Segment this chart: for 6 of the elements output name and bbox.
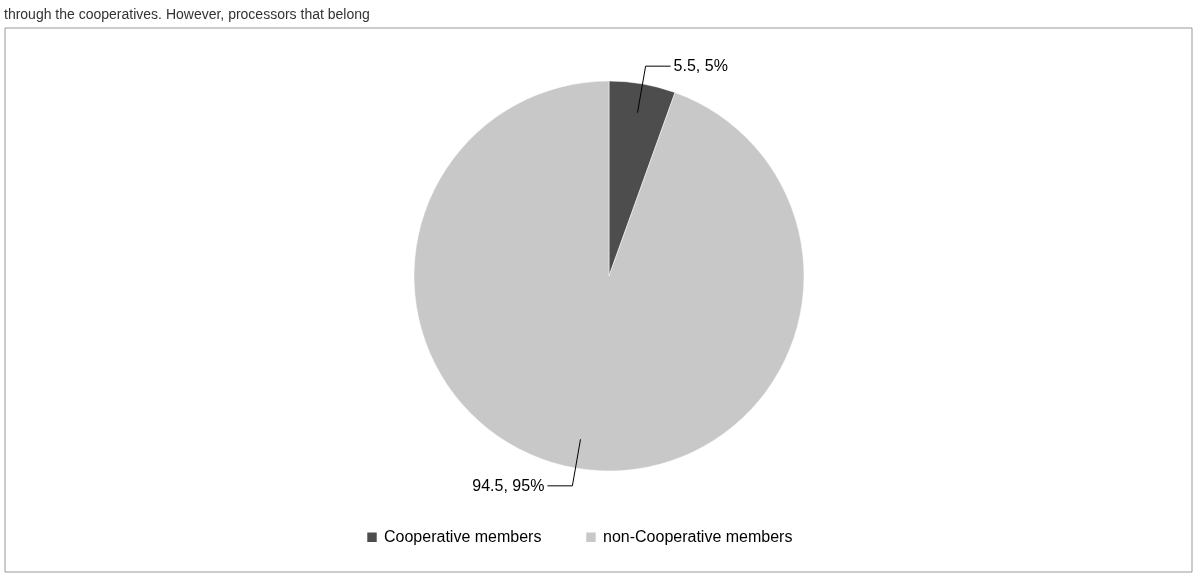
legend-label: non-Cooperative members [603,528,793,546]
data-label: 5.5, 5% [673,57,728,75]
data-label: 94.5, 95% [472,476,545,494]
pie-slice [413,80,804,472]
text: through the cooperatives. However, processors that belong [4,6,370,22]
legend-label: Cooperative members [384,528,542,546]
